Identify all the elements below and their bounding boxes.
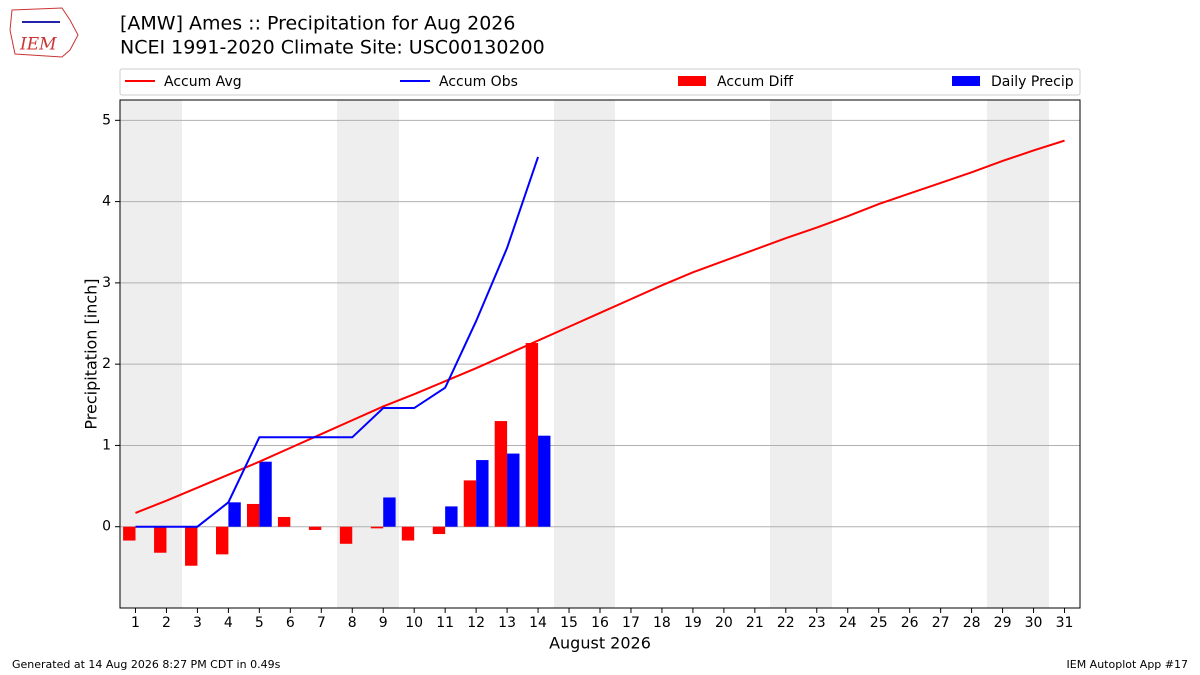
chart-title: [AMW] Ames :: Precipitation for Aug 2026 [120,13,515,35]
bar [370,526,384,529]
y-axis-label: Precipitation [inch] [82,278,101,429]
x-tick-label: 16 [591,615,609,631]
x-tick-label: 18 [653,615,671,631]
bar [476,460,489,527]
x-tick-label: 11 [436,615,454,631]
x-tick-label: 28 [963,615,981,631]
x-tick-label: 27 [932,615,950,631]
bar [246,503,260,527]
x-tick-label: 3 [193,615,202,631]
y-tick-label: 0 [102,519,111,535]
weekend-band [987,100,1049,608]
bar [123,526,136,541]
weekend-shading [120,100,1049,608]
weekend-band [120,100,182,608]
x-tick-label: 15 [560,615,578,631]
x-tick-label: 17 [622,615,640,631]
x-tick-label: 19 [684,615,702,631]
x-tick-label: 30 [1025,615,1043,631]
bar [216,526,229,555]
x-tick-label: 10 [405,615,423,631]
weekend-band [554,100,615,608]
logo-text: IEM [19,35,57,55]
chart-subtitle: NCEI 1991-2020 Climate Site: USC00130200 [120,37,545,59]
footer-right: IEM Autoplot App #17 [1067,658,1189,671]
logo-outline [9,7,79,58]
bar [432,526,446,535]
footer-left: Generated at 14 Aug 2026 8:27 PM CDT in … [12,658,281,671]
x-tick-label: 7 [317,615,326,631]
bar [154,526,167,553]
legend-box [119,68,1081,96]
x-tick-label: 5 [255,615,264,631]
x-axis-label: August 2026 [549,634,651,653]
bar [494,421,508,527]
bar [507,453,520,527]
x-tick-label: 25 [870,615,888,631]
x-tick-label: 31 [1056,615,1074,631]
x-tick-label: 21 [746,615,764,631]
bar [401,526,415,541]
x-tick-label: 8 [348,615,357,631]
bar [525,343,539,527]
y-tick-label: 1 [102,437,111,453]
bar [277,516,291,527]
x-tick-label: 24 [839,615,857,631]
logo: IEM [9,7,79,58]
bar [538,435,551,527]
x-tick-label: 20 [715,615,733,631]
x-tick-label: 2 [162,615,171,631]
plot-frame [119,99,1081,609]
bar [383,497,396,527]
legend-label: Accum Obs [439,74,518,90]
x-tick-label: 1 [131,615,140,631]
x-tick-label: 14 [529,615,547,631]
x-tick-label: 4 [224,615,233,631]
line [135,156,540,528]
bar [339,526,353,544]
x-tick-label: 22 [777,615,795,631]
legend-label: Accum Diff [717,74,793,90]
x-tick-label: 29 [994,615,1012,631]
x-tick-label: 23 [808,615,826,631]
x-tick-label: 6 [286,615,295,631]
legend-label: Daily Precip [991,74,1074,90]
weekend-band [770,100,832,608]
bar [185,526,198,566]
y-tick-label: 2 [102,356,111,372]
y-tick-label: 4 [102,194,111,210]
bar [308,526,322,530]
y-tick-label: 3 [102,275,111,291]
bar [445,506,458,527]
x-tick-label: 12 [467,615,485,631]
line [135,139,1065,514]
legend-label: Accum Avg [164,74,242,90]
x-tick-label: 9 [379,615,388,631]
bar [463,480,477,527]
bar [228,502,241,527]
legend-swatch [678,76,706,86]
bar [259,461,272,527]
y-tick-label: 5 [102,112,111,128]
legend-swatch [952,76,980,86]
x-tick-label: 26 [901,615,919,631]
x-tick-label: 13 [498,615,516,631]
